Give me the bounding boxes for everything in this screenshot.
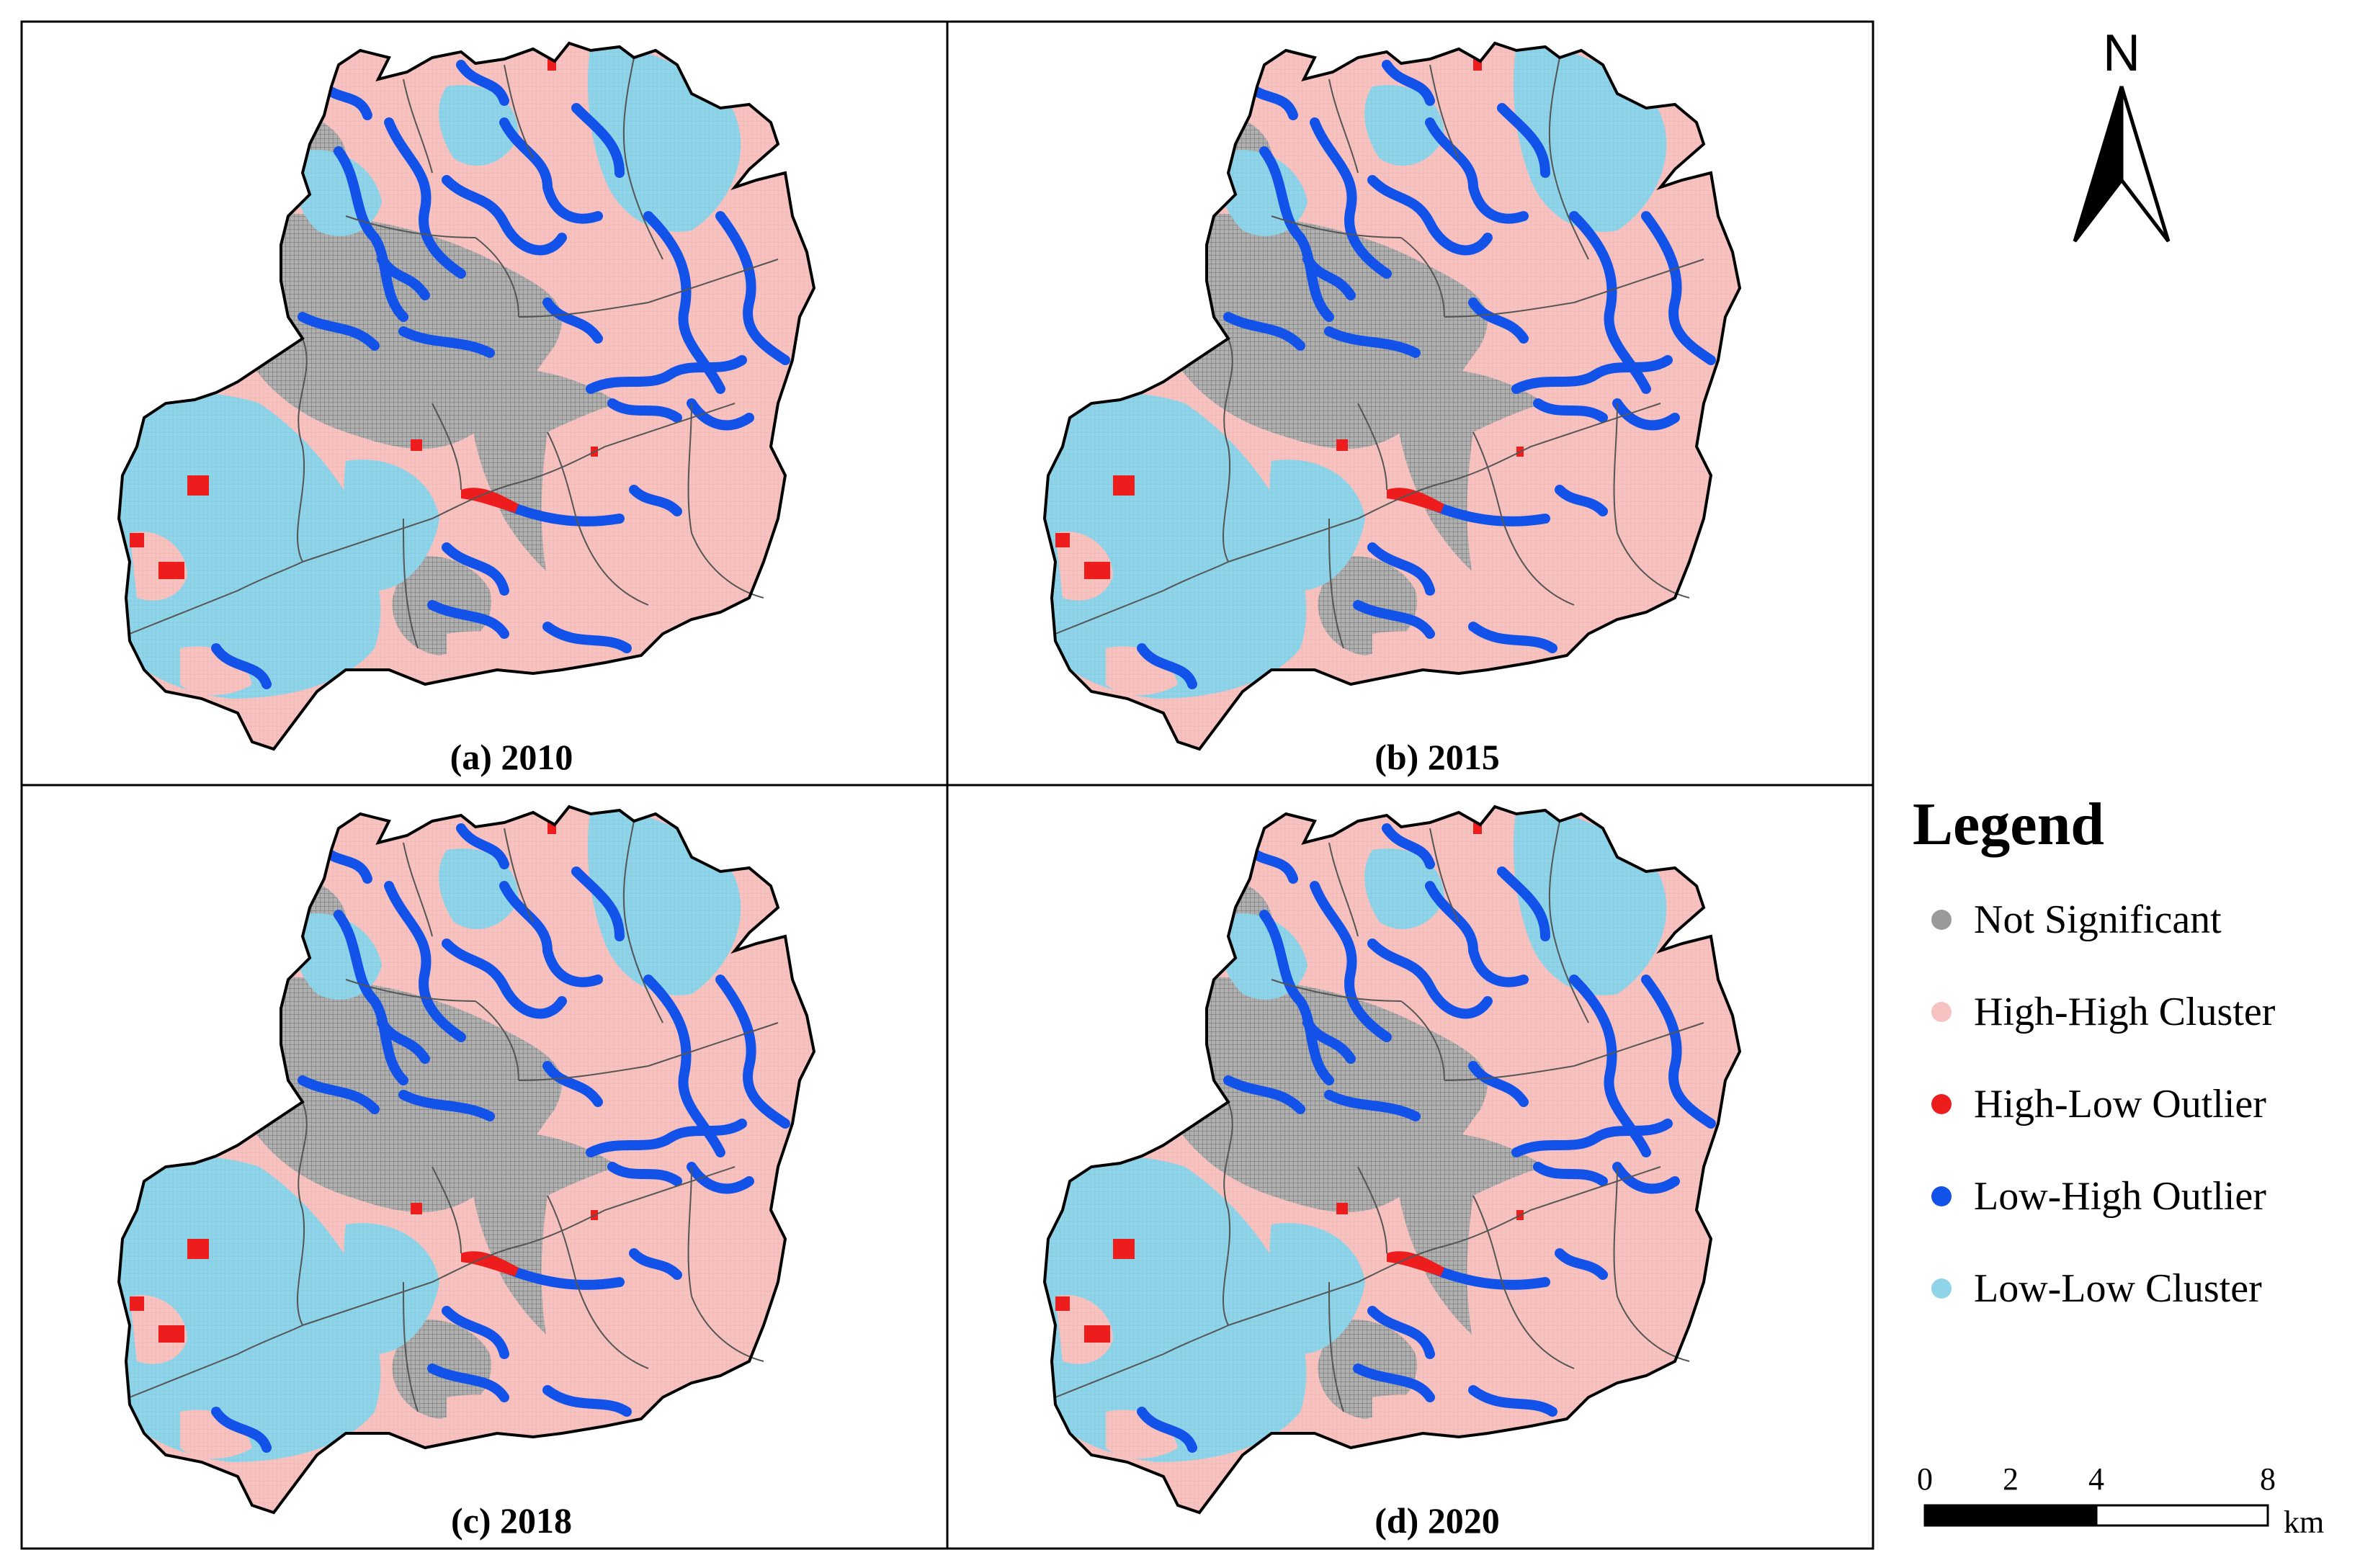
legend-swatch: [1931, 1094, 1952, 1114]
legend-swatch: [1931, 1278, 1952, 1299]
panel-d: (d) 2020: [926, 763, 1874, 1550]
scale-unit: km: [2284, 1505, 2324, 1540]
scale-tick-label: 2: [2003, 1461, 2019, 1497]
legend-swatch: [1931, 910, 1952, 930]
legend-label: Low-Low Cluster: [1974, 1266, 2262, 1311]
north-label: N: [2103, 24, 2140, 82]
legend-label: Low-High Outlier: [1974, 1174, 2266, 1219]
legend-item: High-High Cluster: [1931, 990, 2276, 1034]
legend-label: Not Significant: [1974, 897, 2222, 942]
legend-title: Legend: [1913, 791, 2104, 858]
north-arrow: N: [2073, 24, 2171, 243]
scale-tick-label: 8: [2260, 1461, 2276, 1497]
legend-swatch: [1931, 1002, 1952, 1022]
legend-swatch: [1931, 1186, 1952, 1206]
panel-a: (a) 2010: [0, 0, 949, 787]
panel-label: (c) 2018: [451, 1500, 572, 1541]
panel-label: (b) 2015: [1375, 737, 1500, 777]
scale-tick-label: 0: [1917, 1461, 1933, 1497]
legend: Legend Not Significant High-High Cluster H…: [1913, 791, 2276, 1311]
panel-b: (b) 2015: [926, 0, 1874, 787]
legend-item: Low-Low Cluster: [1931, 1266, 2262, 1311]
panel-label: (d) 2020: [1375, 1500, 1500, 1541]
legend-item: High-Low Outlier: [1931, 1082, 2266, 1126]
scale-tick-label: 4: [2088, 1461, 2104, 1497]
legend-label: High-Low Outlier: [1974, 1082, 2266, 1126]
legend-label: High-High Cluster: [1974, 990, 2276, 1034]
legend-item: Low-High Outlier: [1931, 1174, 2266, 1219]
legend-item: Not Significant: [1931, 897, 2222, 942]
panel-label: (a) 2010: [450, 737, 573, 777]
panel-c: (c) 2018: [0, 763, 949, 1550]
scale-bar: 0 2 4 8 km: [1917, 1461, 2324, 1540]
